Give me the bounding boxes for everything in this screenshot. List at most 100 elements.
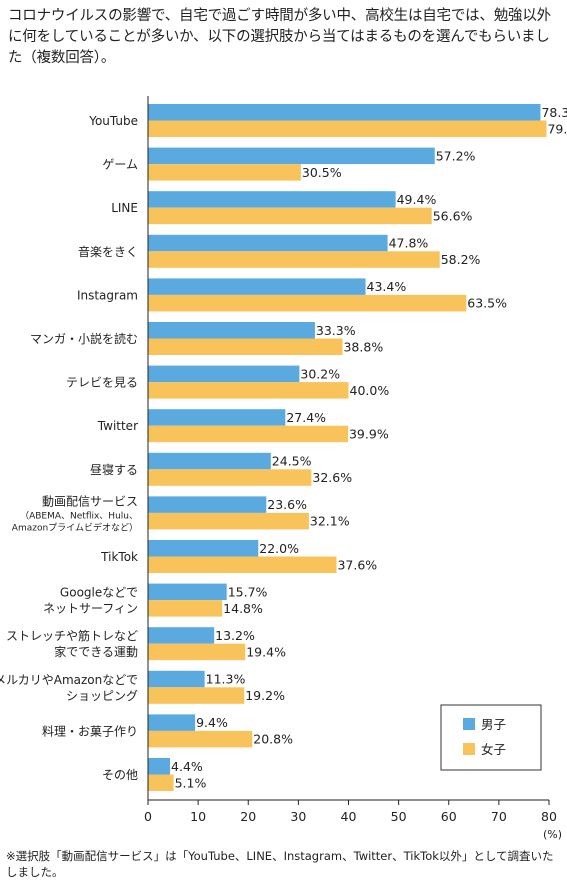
category-label-7: Twitter <box>97 419 138 433</box>
legend-swatch-0 <box>463 718 475 730</box>
bar-female-8 <box>148 469 312 486</box>
value-label-male-1: 57.2% <box>436 148 476 163</box>
footnote: ※選択肢「動画配信サービス」は「YouTube、LINE、Instagram、T… <box>6 849 554 879</box>
category-label-13: メルカリやAmazonなどで <box>0 673 138 687</box>
bar-female-1 <box>148 164 301 181</box>
bar-male-9 <box>148 496 267 513</box>
category-label-10: TikTok <box>100 550 138 564</box>
x-tick-label-0: 0 <box>144 809 152 824</box>
value-label-female-11: 14.8% <box>223 601 263 616</box>
value-label-male-0: 78.3% <box>541 105 567 120</box>
legend-swatch-1 <box>463 743 475 755</box>
value-label-female-10: 37.6% <box>337 557 377 572</box>
bar-female-14 <box>148 730 253 748</box>
value-label-male-7: 27.4% <box>286 410 326 425</box>
bar-female-0 <box>148 120 547 137</box>
value-label-male-5: 33.3% <box>316 323 356 338</box>
value-label-female-4: 63.5% <box>467 296 507 311</box>
value-label-female-5: 38.8% <box>343 339 383 354</box>
category-label-12: 家でできる運動 <box>54 644 138 659</box>
category-label-9: Amazonプライムビデオなど） <box>12 521 138 533</box>
x-tick-label-60: 60 <box>441 809 457 824</box>
category-label-15: その他 <box>102 768 138 782</box>
bar-male-4 <box>148 278 366 295</box>
bar-male-0 <box>148 104 541 121</box>
category-label-13: ショッピング <box>66 689 138 703</box>
value-label-female-1: 30.5% <box>302 165 342 180</box>
x-tick-label-80: 80 <box>541 809 557 824</box>
value-label-male-13: 11.3% <box>206 672 246 687</box>
bar-female-2 <box>148 207 432 225</box>
question-text: コロナウイルスの影響で、自宅で過ごす時間が多い中、高校生は自宅では、勉強以外に何… <box>8 8 551 66</box>
bar-male-12 <box>148 627 215 644</box>
bar-female-10 <box>148 556 337 573</box>
x-tick-label-30: 30 <box>290 809 306 824</box>
bar-male-1 <box>148 147 435 165</box>
category-label-9: （ABEMA、Netflix、Hulu、 <box>20 510 138 521</box>
bar-female-11 <box>148 600 223 617</box>
value-label-male-10: 22.0% <box>259 541 299 556</box>
value-label-male-2: 49.4% <box>397 192 437 207</box>
bar-female-12 <box>148 643 246 661</box>
value-label-male-12: 13.2% <box>215 628 255 643</box>
category-label-3: 音楽をきく <box>78 244 138 259</box>
category-label-8: 昼寝する <box>90 462 138 477</box>
value-label-female-6: 40.0% <box>350 383 390 398</box>
value-label-male-9: 23.6% <box>267 497 307 512</box>
category-label-6: テレビを見る <box>66 376 138 390</box>
value-label-female-15: 5.1% <box>175 775 207 790</box>
category-label-0: YouTube <box>88 114 138 128</box>
category-label-12: ストレッチや筋トレなど <box>6 628 138 643</box>
value-label-female-9: 32.1% <box>310 514 350 529</box>
value-label-female-0: 79.5% <box>547 121 567 136</box>
bar-male-3 <box>148 234 388 252</box>
x-tick-label-40: 40 <box>341 809 357 824</box>
bar-male-13 <box>148 670 205 688</box>
value-label-male-8: 24.5% <box>272 454 312 469</box>
bar-female-7 <box>148 425 348 443</box>
bar-male-6 <box>148 365 300 383</box>
bar-female-9 <box>148 512 309 530</box>
value-label-male-11: 15.7% <box>228 584 268 599</box>
bar-male-10 <box>148 540 259 557</box>
category-label-2: LINE <box>111 201 138 215</box>
bar-female-15 <box>148 774 174 791</box>
bar-male-8 <box>148 452 271 470</box>
value-label-male-6: 30.2% <box>300 366 340 381</box>
category-label-4: Instagram <box>77 288 138 302</box>
category-label-11: ネットサーフィン <box>43 602 138 616</box>
category-label-14: 料理・お菓子作り <box>42 724 138 738</box>
value-label-female-12: 19.4% <box>246 644 286 659</box>
bar-male-15 <box>148 758 171 775</box>
x-axis: 0 10 20 30 40 50 60 70 80 (%) <box>144 96 562 841</box>
value-label-male-4: 43.4% <box>367 279 407 294</box>
bar-male-11 <box>148 583 227 601</box>
bar-female-3 <box>148 251 440 268</box>
bar-female-13 <box>148 687 245 704</box>
x-tick-label-70: 70 <box>491 809 507 824</box>
value-label-female-14: 20.8% <box>253 732 293 747</box>
value-label-female-2: 56.6% <box>433 208 473 223</box>
x-tick-label-10: 10 <box>190 809 206 824</box>
category-label-5: マンガ・小説を読む <box>30 331 138 346</box>
value-label-female-13: 19.2% <box>245 688 285 703</box>
category-label-11: Googleなどで <box>60 586 138 600</box>
value-label-male-15: 4.4% <box>171 759 203 774</box>
value-label-male-14: 9.4% <box>196 715 228 730</box>
bar-male-7 <box>148 409 286 426</box>
legend-label-1: 女子 <box>481 742 506 757</box>
category-label-1: ゲーム <box>102 158 138 172</box>
category-label-9: 動画配信サービス <box>42 494 138 508</box>
x-tick-label-20: 20 <box>240 809 256 824</box>
bar-female-5 <box>148 338 343 355</box>
x-tick-label-50: 50 <box>391 809 407 824</box>
x-unit-label: (%) <box>543 828 562 841</box>
bar-female-6 <box>148 382 349 399</box>
legend-label-0: 男子 <box>481 717 506 732</box>
value-label-female-3: 58.2% <box>441 252 481 267</box>
value-label-male-3: 47.8% <box>389 236 429 251</box>
value-label-female-8: 32.6% <box>312 470 352 485</box>
bar-male-2 <box>148 191 396 208</box>
